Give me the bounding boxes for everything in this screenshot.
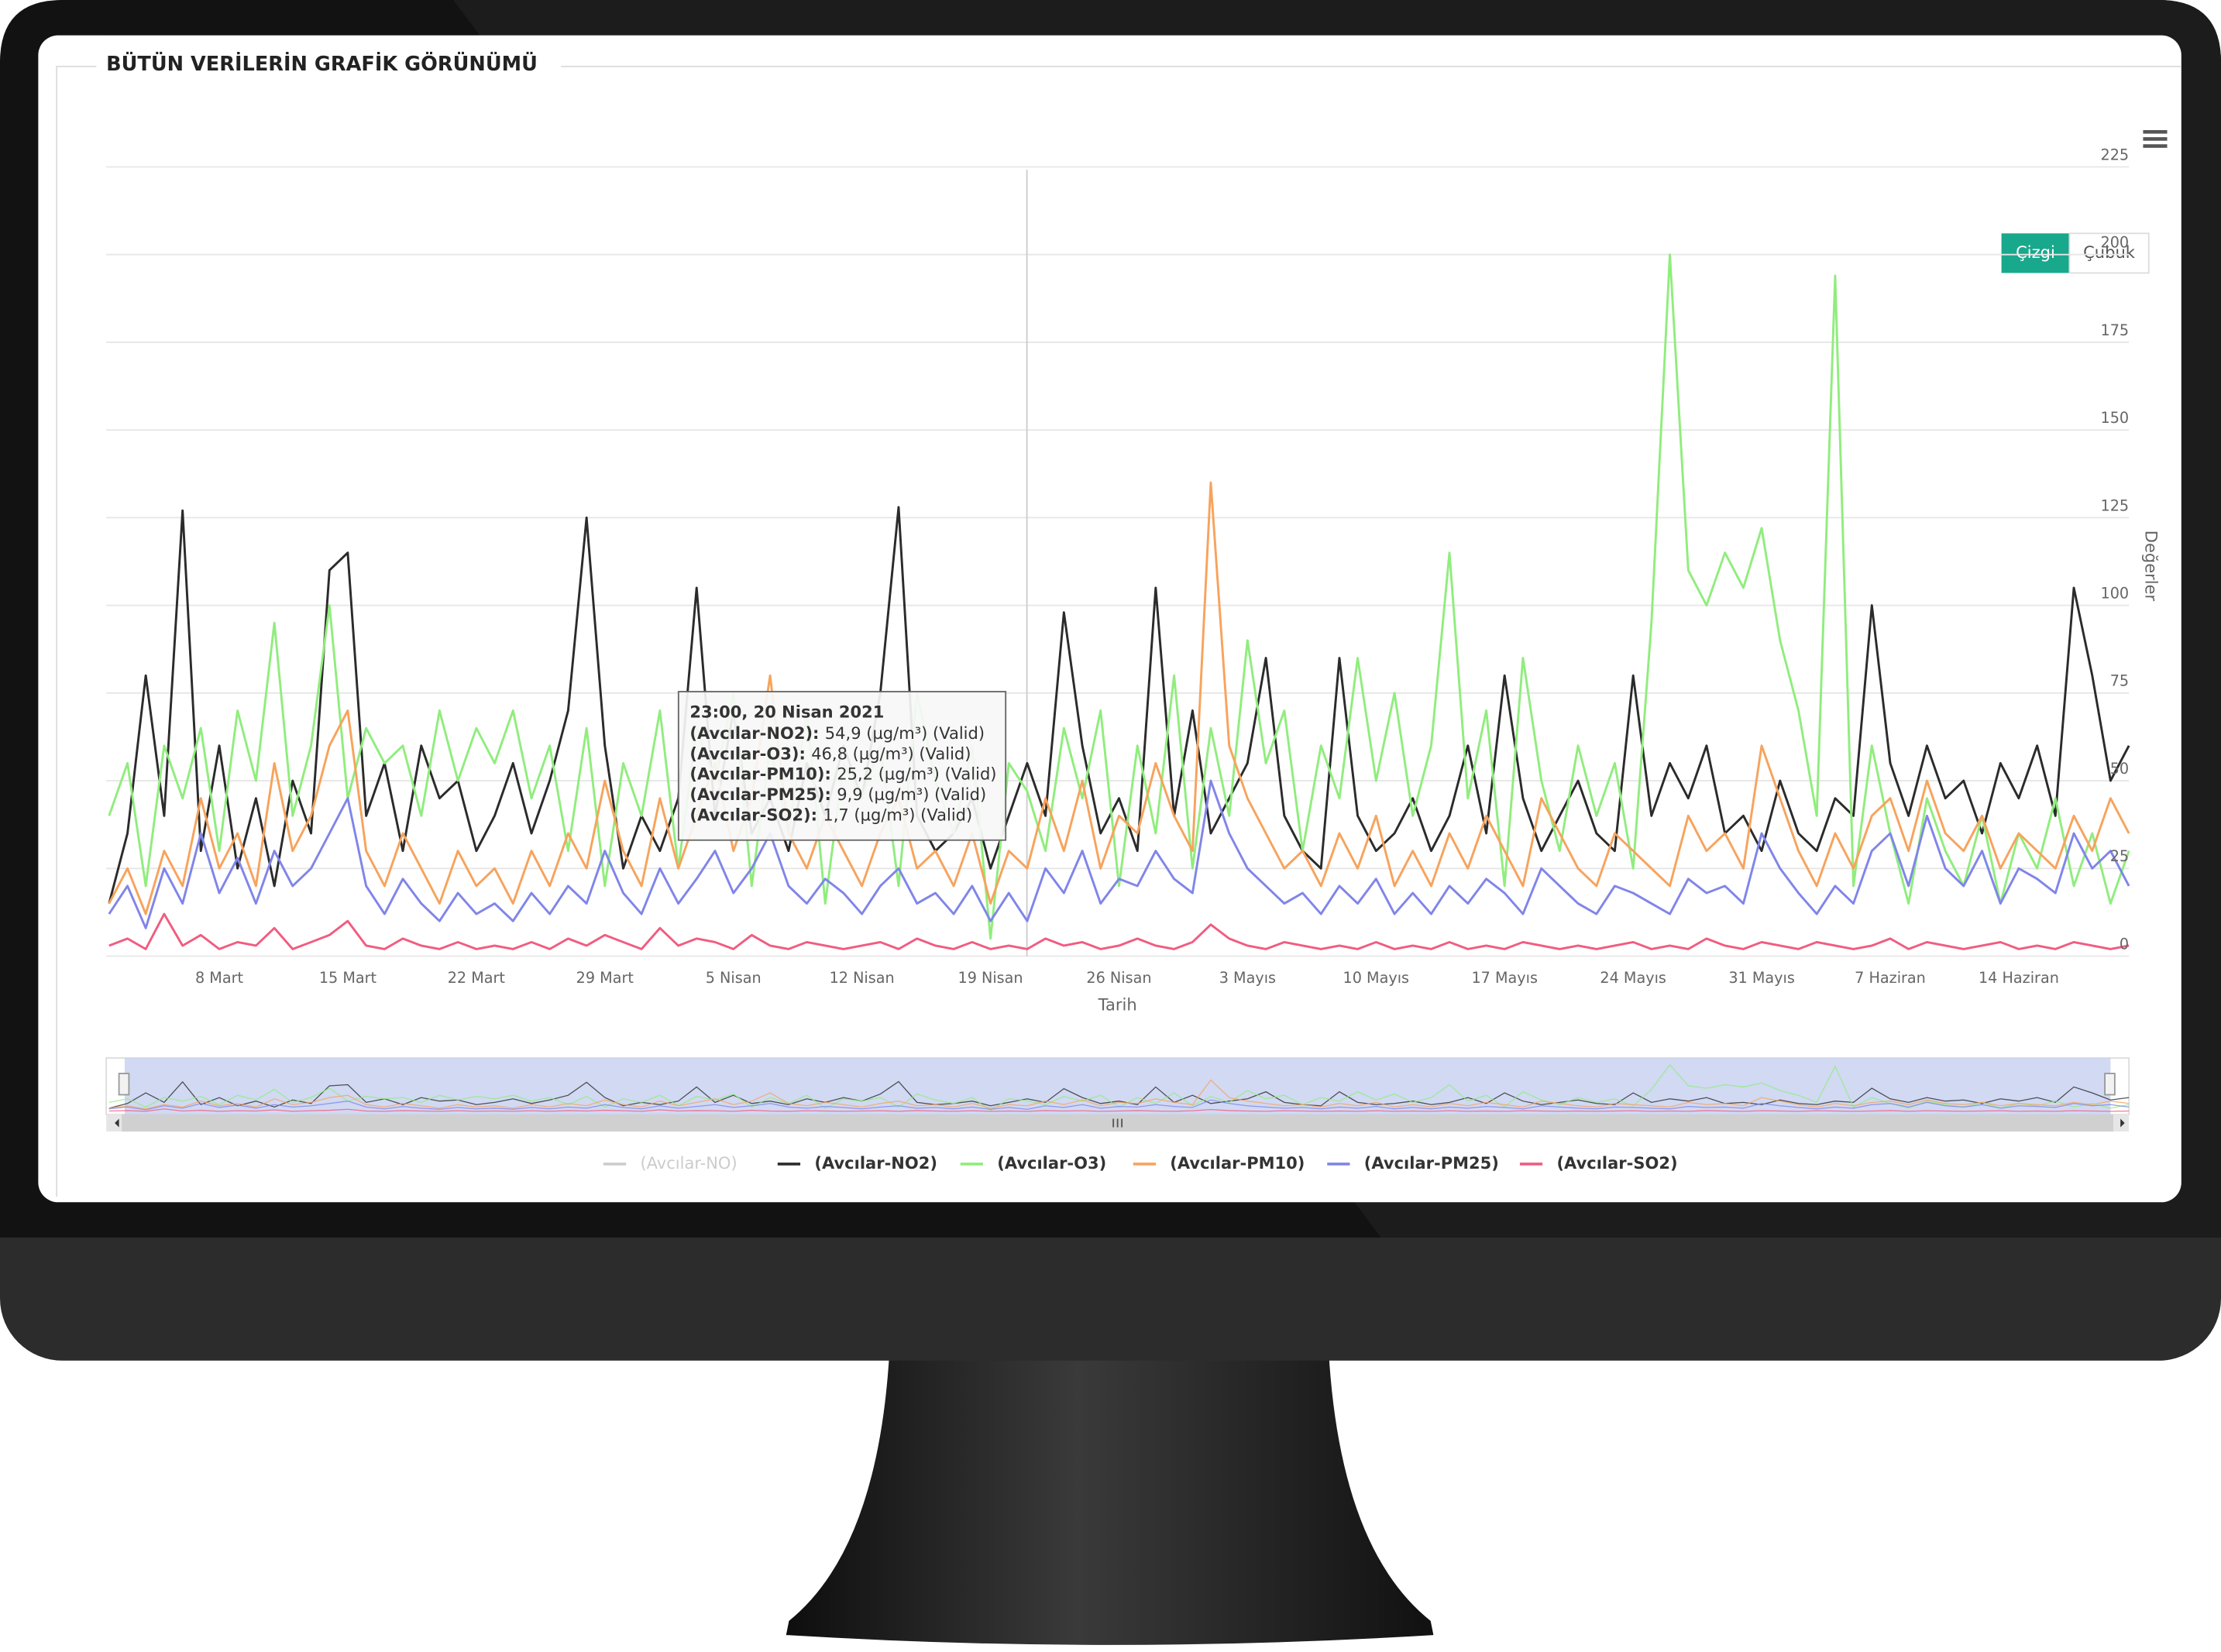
x-axis-title: Tarih	[1098, 994, 1137, 1014]
panel-border	[56, 65, 2181, 1197]
series-line	[108, 481, 2130, 915]
x-tick-label: 31 Mayıs	[1728, 969, 1795, 987]
grid	[106, 166, 2130, 957]
x-tick-label: 26 Nisan	[1086, 969, 1151, 987]
screen	[38, 35, 2181, 1203]
x-tick-label: 8 Mart	[195, 969, 244, 987]
menu-icon[interactable]	[2143, 130, 2168, 148]
navigator-line	[108, 1063, 2130, 1111]
tooltip-series: (Avcılar-PM10):	[689, 764, 831, 784]
tooltip-series: (Avcılar-O3):	[689, 744, 805, 763]
x-tick-label: 24 Mayıs	[1600, 969, 1666, 987]
legend-label[interactable]: (Avcılar-NO2)	[814, 1153, 937, 1173]
y-tick-label: 150	[2101, 409, 2130, 427]
line-button[interactable]	[2001, 233, 2070, 273]
series-line	[108, 912, 2130, 950]
y-tick-label: 125	[2101, 496, 2130, 514]
legend: (Avcılar-NO) (Avcılar-NO2) (Avcılar-O3) (Av…	[603, 1153, 1678, 1173]
tooltip-series: (Avcılar-SO2):	[689, 805, 817, 825]
line-button-label[interactable]: Çizgi	[2016, 242, 2055, 262]
x-tick-label: 5 Nisan	[706, 969, 762, 987]
tooltip-value: 25,2 (µg/m³) (Valid)	[837, 764, 996, 784]
tooltip-value: 1,7 (µg/m³) (Valid)	[823, 805, 972, 825]
y-tick-label: 175	[2101, 321, 2130, 339]
x-tick-label: 14 Haziran	[1979, 969, 2059, 987]
navigator-line	[108, 1079, 2130, 1110]
navigator-lines	[108, 1063, 2130, 1112]
navigator-line	[108, 1108, 2130, 1112]
tooltip-series: (Avcılar-PM25):	[689, 785, 831, 804]
series-line	[108, 506, 2130, 904]
navigator-line	[108, 1080, 2130, 1109]
monitor-stand	[786, 1351, 1434, 1645]
tooltip-rows: (Avcılar-NO2): 54,9 (µg/m³) (Valid)(Avcıl…	[689, 723, 996, 825]
y-axis-title: Değerler	[2142, 531, 2161, 602]
x-tick-label: 12 Nisan	[830, 969, 895, 987]
y-tick-label: 25	[2110, 847, 2129, 865]
tooltip-row: (Avcılar-PM25): 9,9 (µg/m³) (Valid)	[689, 785, 986, 804]
y-tick-label: 225	[2101, 146, 2130, 163]
tooltip: 23:00, 20 Nisan 2021 (Avcılar-NO2): 54,9 …	[677, 691, 1007, 841]
y-tick-label: 75	[2110, 672, 2129, 690]
x-tick-label: 3 Mayıs	[1219, 969, 1276, 987]
navigator-handle[interactable]	[118, 1073, 130, 1096]
x-tick-label: 22 Mart	[448, 969, 506, 987]
bar-button[interactable]	[2068, 232, 2150, 274]
tooltip-title: 23:00, 20 Nisan 2021	[689, 702, 884, 721]
x-tick-label: 15 Mart	[319, 969, 377, 987]
series-line	[108, 779, 2130, 929]
y-tick-label: 100	[2101, 585, 2130, 603]
y-tick-label: 200	[2101, 234, 2130, 252]
series-line	[108, 253, 2130, 940]
tooltip-box	[677, 691, 1007, 841]
tooltip-value: 46,8 (µg/m³) (Valid)	[811, 744, 971, 763]
y-tick-label: 0	[2120, 935, 2129, 953]
legend-label[interactable]: (Avcılar-O3)	[997, 1153, 1106, 1173]
panel-title: BÜTÜN VERİLERİN GRAFİK GÖRÜNÜMÜ	[106, 52, 538, 76]
tooltip-row: (Avcılar-NO2): 54,9 (µg/m³) (Valid)	[689, 723, 985, 743]
y-tick-label: 50	[2110, 760, 2129, 778]
x-tick-label: 17 Mayıs	[1471, 969, 1538, 987]
legend-label[interactable]: (Avcılar-PM10)	[1170, 1153, 1305, 1173]
navigator-handle[interactable]	[2104, 1073, 2116, 1096]
legend-label[interactable]: (Avcılar-PM25)	[1364, 1153, 1499, 1173]
tooltip-row: (Avcılar-PM10): 25,2 (µg/m³) (Valid)	[689, 764, 996, 784]
tooltip-row: (Avcılar-SO2): 1,7 (µg/m³) (Valid)	[689, 805, 972, 825]
plot-lines	[108, 253, 2130, 950]
legend-label[interactable]: (Avcılar-SO2)	[1556, 1153, 1677, 1173]
navigator-line	[108, 1099, 2130, 1111]
scrollbar-grip	[1112, 1118, 1123, 1128]
tooltip-value: 9,9 (µg/m³) (Valid)	[837, 785, 986, 804]
bar-button-label[interactable]: Çubuk	[2083, 242, 2136, 262]
tooltip-row: (Avcılar-O3): 46,8 (µg/m³) (Valid)	[689, 744, 971, 763]
x-tick-label: 7 Haziran	[1855, 969, 1926, 987]
tooltip-series: (Avcılar-NO2):	[689, 723, 819, 743]
legend-label[interactable]: (Avcılar-NO)	[640, 1153, 737, 1173]
x-tick-label: 19 Nisan	[958, 969, 1023, 987]
x-tick-label: 10 Mayıs	[1343, 969, 1410, 987]
axes: 0 25 50 75 100 125 150 175 200 225 8 Mart 15 Mart 22…	[195, 146, 2129, 987]
tooltip-value: 54,9 (µg/m³) (Valid)	[825, 723, 985, 743]
x-tick-label: 29 Mart	[576, 969, 634, 987]
